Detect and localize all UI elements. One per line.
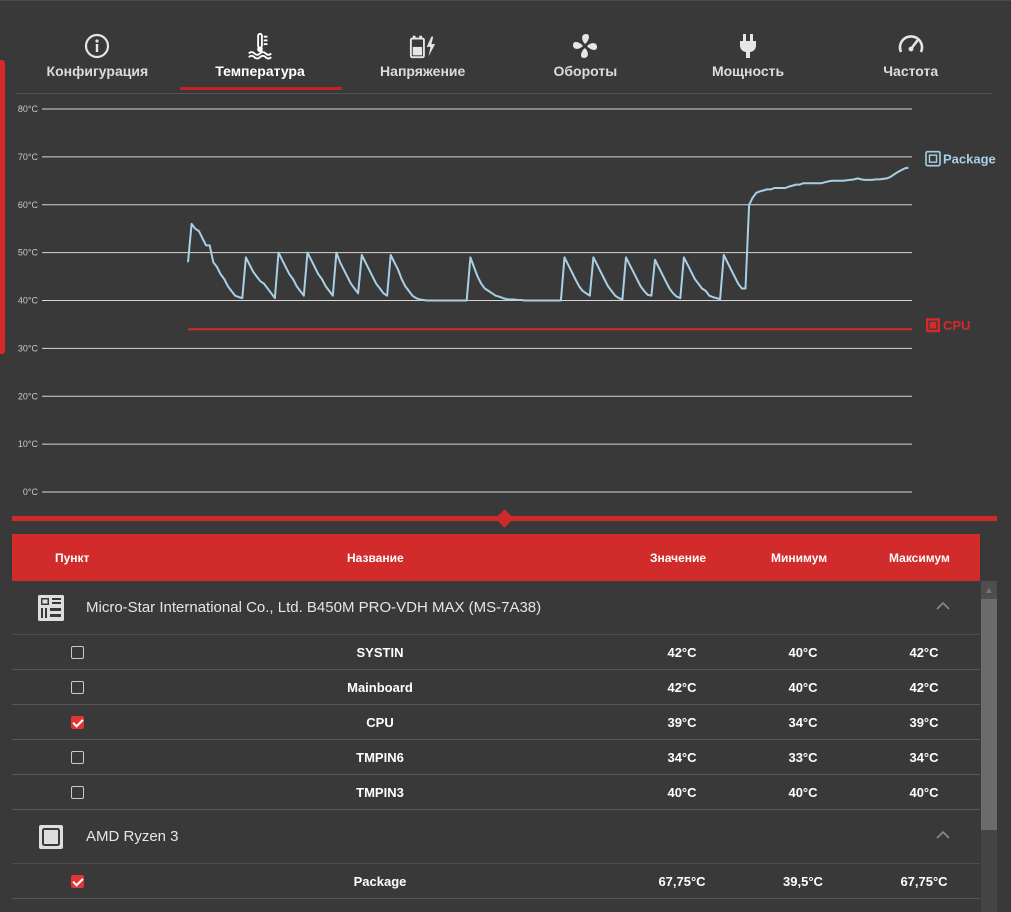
- scroll-thumb[interactable]: [981, 599, 997, 830]
- header-name[interactable]: Название: [347, 550, 404, 565]
- sensor-table: Micro-Star International Co., Ltd. B450M…: [12, 581, 980, 912]
- thermometer-icon: [246, 32, 274, 60]
- y-tick-label: 10°C: [18, 439, 39, 449]
- table-row: Mainboard 42°C 40°C 42°C: [12, 670, 980, 705]
- sensor-value: 39°C: [667, 715, 697, 730]
- y-tick-label: 50°C: [18, 248, 39, 258]
- chart-svg: 0°C 10°C 20°C 30°C 40°C 50°C 60°C 70°C 80°C Packa…: [18, 104, 996, 497]
- tab-label: Мощность: [711, 63, 785, 79]
- sensor-value: 42°C: [667, 645, 697, 660]
- sensor-min: 40°C: [788, 645, 818, 660]
- sensor-value: 67,75°C: [658, 874, 706, 889]
- sensor-max: 34°C: [909, 750, 939, 765]
- tab-label: Обороты: [553, 63, 618, 79]
- sensor-name: CPU: [366, 715, 394, 730]
- chevron-up-icon[interactable]: [934, 599, 952, 613]
- table-scrollbar[interactable]: ▲: [981, 581, 997, 912]
- tab-voltage[interactable]: Напряжение: [341, 0, 504, 94]
- fan-icon: [571, 32, 599, 60]
- legend-cpu-icon-inner: [928, 320, 938, 330]
- row-checkbox[interactable]: [71, 716, 84, 729]
- sensor-max: 40°C: [909, 785, 939, 800]
- top-border: [0, 0, 1011, 1]
- row-checkbox[interactable]: [71, 681, 84, 694]
- sensor-max: 42°C: [909, 645, 939, 660]
- header-min[interactable]: Минимум: [771, 550, 828, 565]
- row-checkbox[interactable]: [71, 875, 84, 888]
- table-row: TMPIN6 34°C 33°C 34°C: [12, 740, 980, 775]
- row-checkbox[interactable]: [71, 646, 84, 659]
- sensor-max: 39°C: [909, 715, 939, 730]
- sensor-max: 42°C: [909, 680, 939, 695]
- sensor-min: 39,5°C: [783, 874, 823, 889]
- tab-configuration[interactable]: Конфигурация: [16, 0, 179, 94]
- sensor-name: TMPIN6: [356, 750, 404, 765]
- tab-label: Конфигурация: [46, 63, 149, 79]
- y-tick-label: 40°C: [18, 296, 39, 306]
- sensor-value: 40°C: [667, 785, 697, 800]
- sensor-name: Mainboard: [347, 680, 413, 695]
- series-line-package: [187, 166, 909, 302]
- legend-label-package: Package: [943, 152, 996, 167]
- chevron-up-icon[interactable]: [934, 828, 952, 842]
- temperature-chart: 0°C 10°C 20°C 30°C 40°C 50°C 60°C 70°C 80°C Packa…: [0, 96, 1011, 506]
- motherboard-icon: [36, 593, 66, 623]
- header-value[interactable]: Значение: [650, 550, 707, 565]
- tab-label: Напряжение: [380, 63, 466, 79]
- sensor-value: 42°C: [667, 680, 697, 695]
- table-row: CPU 39°C 34°C 39°C: [12, 705, 980, 740]
- sensor-min: 33°C: [788, 750, 818, 765]
- tab-label: Частота: [883, 63, 939, 79]
- y-tick-label: 30°C: [18, 343, 39, 353]
- sensor-max: 67,75°C: [900, 874, 948, 889]
- gauge-icon: [897, 32, 925, 60]
- table-row: TMPIN3 40°C 40°C 40°C: [12, 775, 980, 810]
- y-tick-label: 0°C: [23, 487, 39, 497]
- sidebar-edge-handle[interactable]: [0, 60, 5, 354]
- y-tick-label: 20°C: [18, 391, 39, 401]
- y-tick-label: 60°C: [18, 200, 39, 210]
- y-tick-label: 70°C: [18, 152, 39, 162]
- device-name: Micro-Star International Co., Ltd. B450M…: [86, 599, 542, 616]
- header-item[interactable]: Пункт: [55, 550, 90, 565]
- info-icon: [83, 32, 111, 60]
- tab-frequency[interactable]: Частота: [829, 0, 992, 94]
- splitter-handle[interactable]: [495, 509, 514, 528]
- cpu-chip-icon: [36, 822, 66, 852]
- y-tick-label: 80°C: [18, 104, 39, 114]
- scroll-up-arrow-icon[interactable]: ▲: [981, 581, 997, 599]
- active-tab-underline: [179, 87, 342, 90]
- table-header: Пункт Название Значение Минимум Максимум: [12, 534, 980, 581]
- sensor-value: 34°C: [667, 750, 697, 765]
- plug-icon: [734, 32, 762, 60]
- sensor-name: Package: [353, 874, 407, 889]
- tab-temperature[interactable]: Температура: [179, 0, 342, 94]
- row-checkbox[interactable]: [71, 786, 84, 799]
- tab-fan-speed[interactable]: Обороты: [504, 0, 667, 94]
- tab-power[interactable]: Мощность: [667, 0, 830, 94]
- sensor-tabs: Конфигурация Температура Напряжение Обор…: [16, 0, 992, 94]
- table-row: SYSTIN 42°C 40°C 42°C: [12, 635, 980, 670]
- battery-charging-icon: [409, 32, 437, 60]
- sensor-min: 34°C: [788, 715, 818, 730]
- sensor-min: 40°C: [788, 680, 818, 695]
- sensor-name: TMPIN3: [356, 785, 404, 800]
- row-checkbox[interactable]: [71, 751, 84, 764]
- device-group-row[interactable]: AMD Ryzen 3: [12, 810, 980, 864]
- legend-package-icon: [925, 150, 941, 167]
- header-max[interactable]: Максимум: [889, 550, 950, 565]
- legend-package-icon-inner: [928, 154, 938, 163]
- device-group-row[interactable]: Micro-Star International Co., Ltd. B450M…: [12, 581, 980, 635]
- legend-label-cpu: CPU: [943, 318, 970, 333]
- device-name: AMD Ryzen 3: [86, 828, 179, 845]
- sensor-name: SYSTIN: [356, 645, 404, 660]
- tab-label: Температура: [215, 63, 305, 79]
- table-row: Package 67,75°C 39,5°C 67,75°C: [12, 864, 980, 899]
- legend-cpu-icon: [926, 318, 940, 333]
- sensor-min: 40°C: [788, 785, 818, 800]
